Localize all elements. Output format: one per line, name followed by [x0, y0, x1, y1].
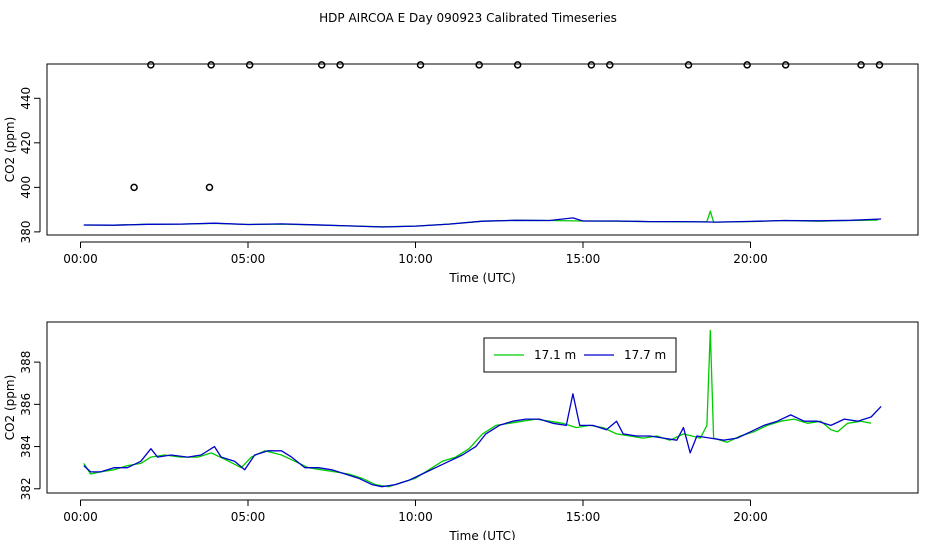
- x-tick-label: 15:00: [566, 510, 601, 524]
- chart-title: HDP AIRCOA E Day 090923 Calibrated Times…: [319, 11, 617, 25]
- series-line-17-7-m: [83, 217, 882, 228]
- outlier-point: [317, 61, 326, 69]
- x-tick-label: 15:00: [566, 252, 601, 266]
- outlier-point: [336, 61, 344, 69]
- y-tick-label: 382: [19, 477, 33, 500]
- outlier-point: [743, 61, 751, 69]
- series-line-17-1-m: [83, 329, 872, 488]
- outlier-point: [147, 61, 155, 69]
- series-line-17-1-m: [83, 210, 878, 228]
- outlier-point: [245, 61, 254, 69]
- x-axis-label: Time (UTC): [448, 271, 515, 285]
- legend-label: 17.1 m: [534, 348, 576, 362]
- y-tick-label: 388: [19, 351, 33, 374]
- plot-frame: [46, 63, 919, 236]
- x-axis-label: Time (UTC): [448, 529, 515, 540]
- y-tick-label: 440: [19, 87, 33, 110]
- x-tick-label: 20:00: [733, 252, 768, 266]
- y-tick-label: 386: [19, 393, 33, 416]
- y-axis-label: CO2 (ppm): [3, 117, 17, 183]
- outlier-point: [684, 61, 693, 69]
- y-tick-label: 400: [19, 176, 33, 199]
- y-tick-label: 380: [19, 220, 33, 243]
- top-panel: 00:00 05:00 10:00 15:00 20:00 Time (UTC) 380 40…: [3, 61, 919, 285]
- x-tick-label: 10:00: [398, 510, 433, 524]
- bottom-panel: 00:00 05:00 10:00 15:00 20:00 Time (UTC) 382 38…: [3, 321, 919, 540]
- outlier-point: [875, 61, 884, 69]
- plot-frame: [46, 321, 919, 494]
- x-tick-label: 05:00: [231, 510, 266, 524]
- outlier-point: [513, 61, 522, 69]
- series-line-17-7-m: [83, 393, 882, 488]
- x-tick-label: 05:00: [231, 252, 266, 266]
- x-tick-label: 20:00: [733, 510, 768, 524]
- y-tick-label: 384: [19, 435, 33, 458]
- x-tick-label: 00:00: [63, 252, 98, 266]
- outlier-point: [475, 61, 483, 69]
- outlier-point: [781, 61, 790, 69]
- outlier-point: [857, 61, 865, 69]
- outlier-point: [606, 61, 614, 69]
- legend-label: 17.7 m: [624, 348, 666, 362]
- y-tick-label: 420: [19, 131, 33, 154]
- outlier-point: [205, 183, 214, 192]
- outlier-point: [207, 61, 215, 69]
- outlier-point: [416, 61, 425, 69]
- outlier-point: [587, 61, 596, 69]
- y-axis-label: CO2 (ppm): [3, 375, 17, 441]
- x-tick-label: 00:00: [63, 510, 98, 524]
- x-tick-label: 10:00: [398, 252, 433, 266]
- legend: 17.1 m 17.7 m: [483, 337, 677, 373]
- outlier-point: [130, 183, 138, 192]
